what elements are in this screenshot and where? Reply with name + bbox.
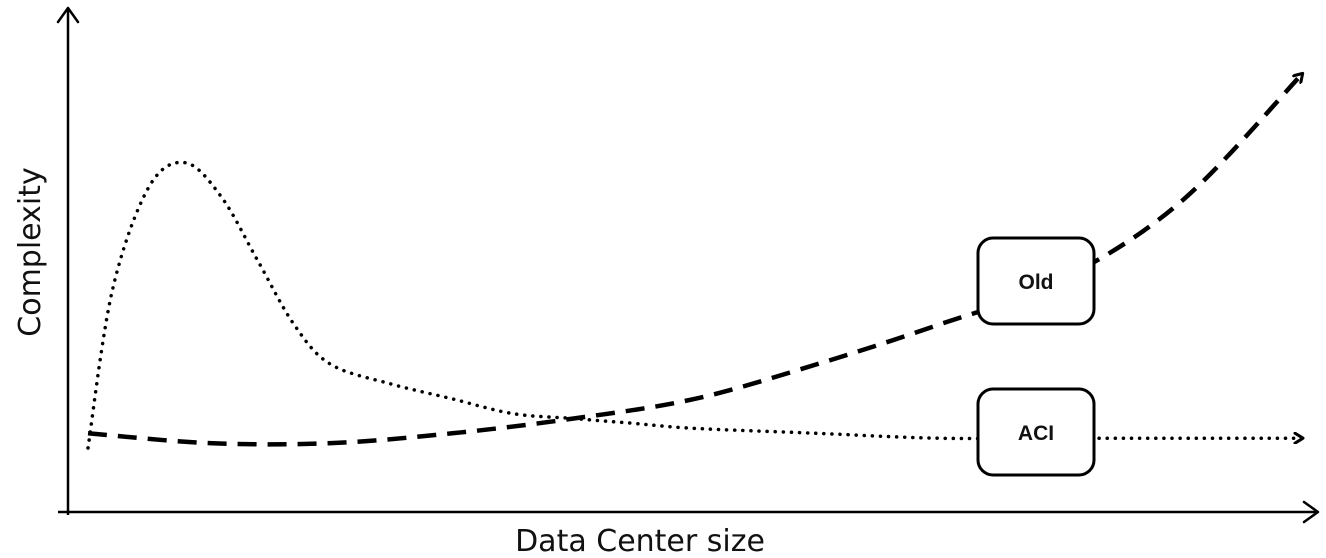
series-old-label: Old <box>1019 271 1054 294</box>
series-aci-label: ACI <box>1018 422 1054 445</box>
series-old-line <box>87 74 1302 447</box>
series-aci-label-box: ACI <box>976 387 1096 477</box>
y-axis-arrowhead-icon <box>56 6 80 24</box>
x-axis-label: Data Center size <box>515 524 765 558</box>
series-old-label-box: Old <box>976 236 1096 326</box>
y-axis-label: Complexity <box>13 167 48 336</box>
x-axis-arrowhead-icon <box>1302 500 1320 524</box>
series-aci-line <box>86 160 1302 450</box>
